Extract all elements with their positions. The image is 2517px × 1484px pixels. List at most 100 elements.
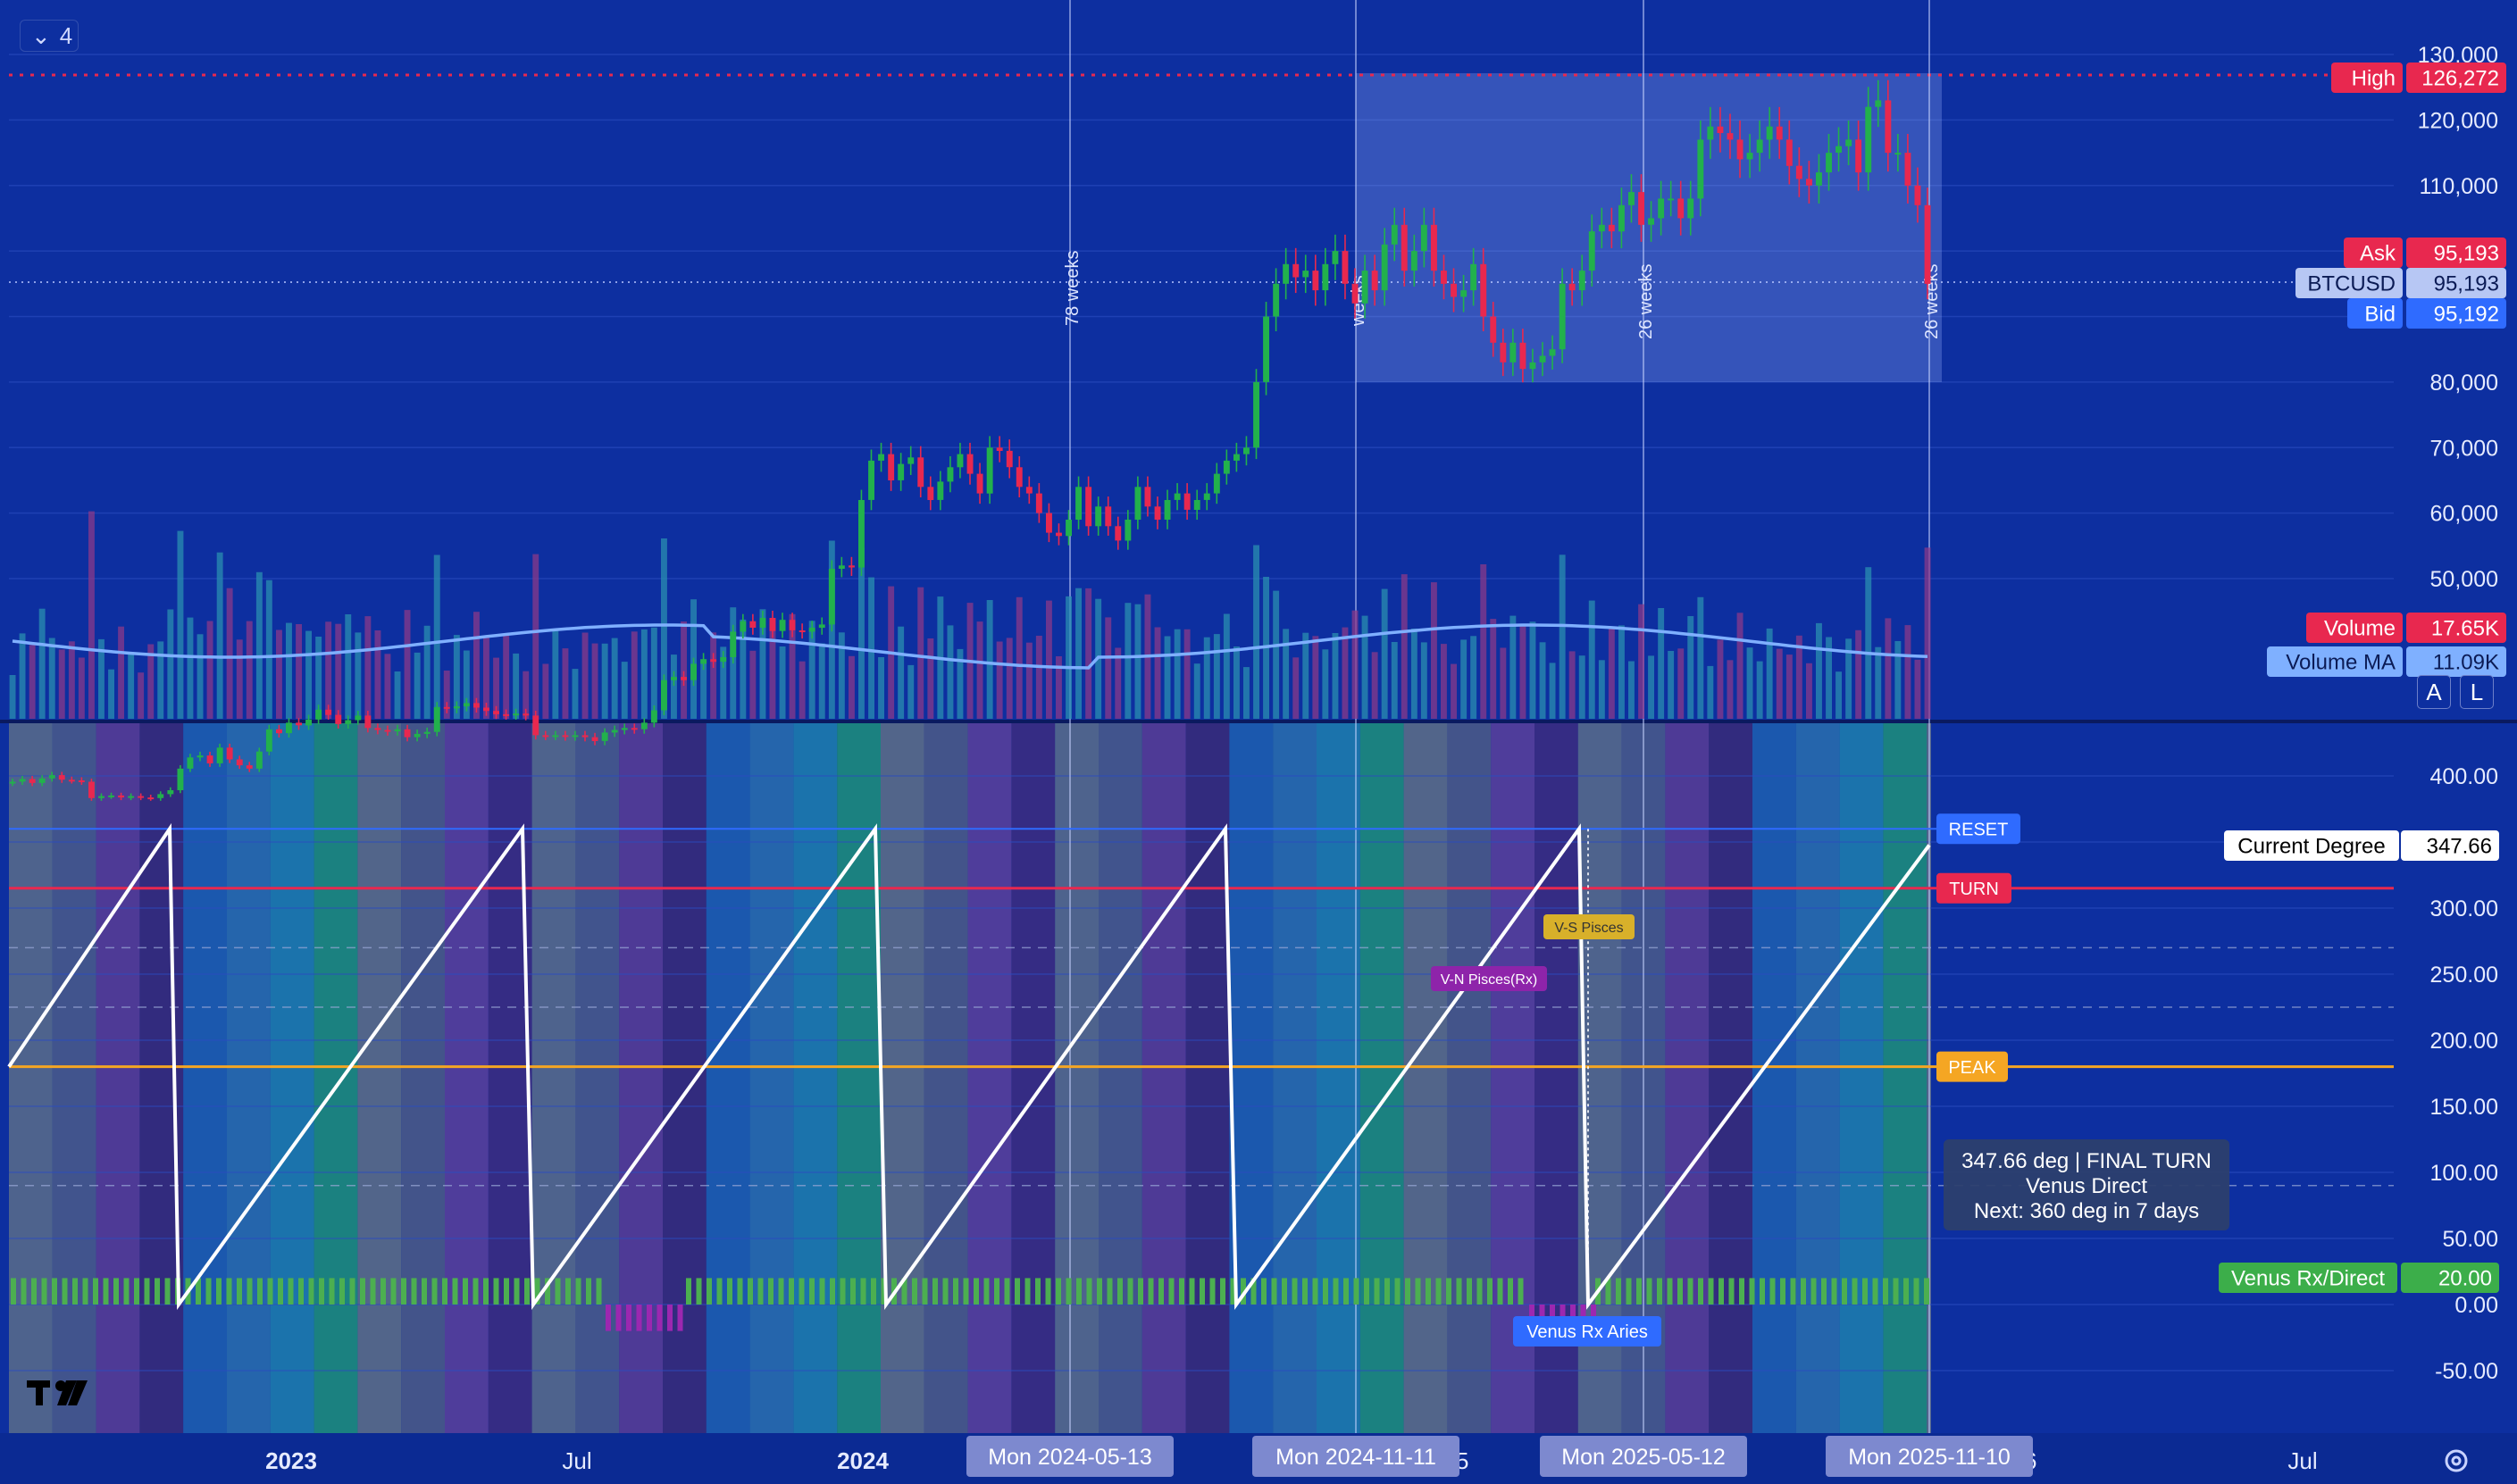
vn-pisces-label-text: V-N Pisces(Rx) [1441, 972, 1537, 988]
volume-ma-value-tag-bg [2406, 646, 2506, 677]
volume-bar [335, 623, 342, 719]
venus-direct-tick [881, 1278, 887, 1305]
volume-bar [1509, 615, 1517, 719]
volume-ma-line [12, 623, 1928, 670]
candle-body [147, 797, 155, 800]
volume-bar [572, 669, 579, 719]
candle-body [1322, 263, 1329, 291]
candle-body [730, 631, 737, 657]
venus-direct-tick [840, 1278, 846, 1305]
log-scale-button[interactable]: L [2460, 675, 2494, 709]
bid-label-tag-text: Bid [2364, 303, 2396, 327]
candle-body [710, 659, 717, 663]
volume-bar [1668, 651, 1675, 719]
candle-body [255, 751, 263, 769]
volume-bar [157, 641, 164, 719]
venus-direct-tick [1302, 1278, 1308, 1305]
candle-body [1431, 224, 1437, 271]
high-label-tag-bg [2331, 63, 2403, 93]
candle-body [1826, 153, 1832, 173]
venus-direct-tick [1435, 1278, 1442, 1305]
volume-bar [1302, 632, 1309, 719]
symbol-label-tag-bg [2295, 268, 2403, 298]
volume-bar [986, 600, 993, 719]
settings-gear-icon[interactable] [2440, 1445, 2472, 1477]
volume-ma-value-tag-text: 11.09K [2433, 651, 2499, 675]
volume-bar [1795, 635, 1802, 719]
volume-bar [236, 639, 243, 719]
volume-bar [58, 649, 65, 719]
candle-body [720, 657, 727, 663]
venus-label-tag: Venus Rx/Direct [2219, 1263, 2397, 1293]
venus-direct-tick [1374, 1278, 1380, 1305]
candle-body [1193, 500, 1200, 510]
candle-body [769, 618, 776, 631]
volume-bar [907, 664, 915, 719]
venus-direct-tick [257, 1278, 263, 1305]
time-marker-label-text: Mon 2025-11-10 [1848, 1445, 2011, 1470]
zodiac-band [1665, 723, 1710, 1433]
volume-bar [345, 614, 352, 719]
volume-bar [29, 645, 36, 719]
volume-bar [898, 626, 905, 719]
venus-direct-tick [422, 1278, 427, 1305]
venus-direct-tick [1384, 1278, 1390, 1305]
candle-body [681, 677, 687, 680]
candle-body [621, 728, 628, 730]
candle-body [58, 775, 65, 780]
venus-direct-tick [789, 1278, 794, 1305]
candle-body [1006, 450, 1013, 468]
vs-pisces-label: V-S Pisces [1543, 914, 1635, 939]
candle-body [265, 729, 272, 752]
volume-bar [355, 632, 362, 719]
candle-body [1509, 342, 1517, 363]
volume-bar [878, 657, 884, 719]
venus-direct-tick [1780, 1278, 1785, 1305]
venus-direct-tick [329, 1278, 335, 1305]
volume-bar [167, 609, 174, 719]
candle-body [216, 747, 223, 763]
candle-body [19, 779, 26, 782]
venus-direct-tick [144, 1278, 150, 1305]
venus-direct-tick [565, 1278, 571, 1305]
volume-bar [108, 669, 114, 719]
venus-direct-tick [237, 1278, 242, 1305]
volume-bar [591, 643, 598, 719]
volume-bar [631, 631, 638, 719]
candle-body [591, 737, 598, 741]
symbol-value-tag-text: 95,193 [2434, 272, 2499, 296]
venus-direct-tick [1343, 1278, 1349, 1305]
venus-direct-tick [349, 1278, 355, 1305]
zodiac-band [227, 723, 271, 1433]
volume-bar [433, 554, 440, 719]
venus-direct-tick [1107, 1278, 1113, 1305]
volume-bar [1480, 564, 1487, 719]
volume-bar [1115, 647, 1122, 719]
candle-body [828, 569, 835, 625]
collapse-indicators-button[interactable]: ⌄ 4 [20, 20, 79, 52]
time-marker-label-text: Mon 2024-05-13 [988, 1445, 1151, 1470]
venus-rx-tick [626, 1305, 631, 1331]
zodiac-band [488, 723, 532, 1433]
volume-bar [404, 610, 411, 719]
venus-direct-tick [596, 1278, 602, 1305]
candle-body [1618, 204, 1625, 232]
candle-body [1727, 133, 1734, 140]
venus-direct-tick [1394, 1278, 1401, 1305]
volume-bar [138, 672, 145, 719]
candle-body [1302, 271, 1309, 278]
venus-direct-tick [1076, 1278, 1082, 1305]
volume-bar [1677, 648, 1685, 719]
volume-bar [1894, 641, 1902, 719]
volume-bar [118, 626, 124, 719]
indicator-tick-label: -50.00 [2435, 1359, 2498, 1384]
volume-bar [453, 635, 460, 719]
volume-bar [1568, 651, 1576, 719]
volume-bar [1035, 636, 1042, 719]
volume-bar [1312, 636, 1319, 719]
candle-body [611, 729, 618, 733]
candle-body [1283, 263, 1290, 284]
auto-scale-button[interactable]: A [2417, 675, 2451, 709]
volume-bar [1046, 600, 1052, 719]
